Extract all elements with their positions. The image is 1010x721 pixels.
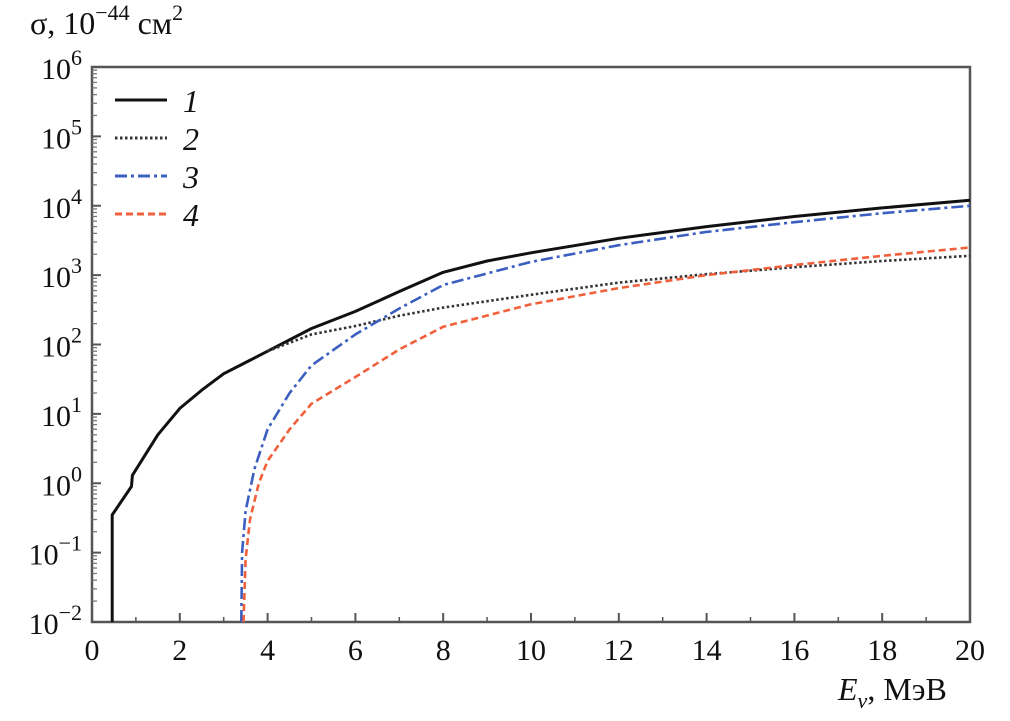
series-line-1 — [110, 198, 971, 622]
x-tick-label: 4 — [260, 634, 275, 667]
x-axis-title: Eν, МэВ — [837, 671, 947, 713]
y-tick-base: 10 — [41, 400, 71, 433]
y-tick-label: 102 — [41, 323, 82, 364]
x-tick-label: 14 — [692, 634, 722, 667]
legend-label: 3 — [182, 159, 199, 195]
y-tick-base: 10 — [41, 261, 71, 294]
axes: 0 2 4 6 8 10 12 14 16 18 2010−210−1100101102103104… — [29, 45, 985, 667]
y-tick-label: 10−1 — [29, 531, 82, 572]
y-tick-exponent: 6 — [71, 45, 82, 70]
x-tick-label: 16 — [779, 634, 809, 667]
y-tick-exponent: −2 — [59, 600, 82, 625]
series-line-2 — [267, 254, 971, 353]
x-tick-label: 8 — [436, 634, 451, 667]
x-tick-label: 18 — [867, 634, 897, 667]
y-tick-base: 10 — [41, 331, 71, 364]
y-tick-label: 10−2 — [29, 600, 82, 641]
y-tick-label: 106 — [41, 45, 82, 86]
y-tick-base: 10 — [29, 539, 59, 572]
y-tick-exponent: 5 — [71, 114, 82, 139]
y-tick-base: 10 — [41, 122, 71, 155]
y-tick-label: 100 — [41, 461, 82, 502]
plot-frame — [90, 65, 972, 624]
x-tick-label: 20 — [955, 634, 985, 667]
series-line-3 — [240, 204, 971, 623]
series-line-4 — [242, 246, 971, 623]
x-tick-label: 10 — [516, 634, 546, 667]
y-tick-exponent: 1 — [71, 392, 82, 417]
y-tick-label: 101 — [41, 392, 82, 433]
y-tick-base: 10 — [29, 608, 59, 641]
y-tick-label: 103 — [41, 253, 82, 294]
y-axis-title: σ, 10−44 см2 — [30, 0, 183, 41]
y-tick-exponent: −1 — [59, 531, 82, 556]
series-lines — [110, 198, 971, 623]
y-tick-label: 105 — [41, 114, 82, 155]
legend-label: 2 — [183, 121, 199, 157]
legend-label: 4 — [183, 197, 199, 233]
legend-label: 1 — [183, 83, 199, 119]
y-tick-base: 10 — [41, 192, 71, 225]
y-tick-label: 104 — [41, 184, 82, 225]
y-tick-base: 10 — [41, 469, 71, 502]
x-tick-label: 0 — [85, 634, 100, 667]
y-tick-exponent: 4 — [71, 184, 82, 209]
y-tick-base: 10 — [41, 53, 71, 86]
y-tick-exponent: 0 — [71, 461, 82, 486]
x-tick-label: 12 — [604, 634, 634, 667]
x-tick-label: 6 — [348, 634, 363, 667]
y-tick-exponent: 2 — [71, 323, 82, 348]
x-tick-label: 2 — [172, 634, 187, 667]
y-tick-exponent: 3 — [71, 253, 82, 278]
